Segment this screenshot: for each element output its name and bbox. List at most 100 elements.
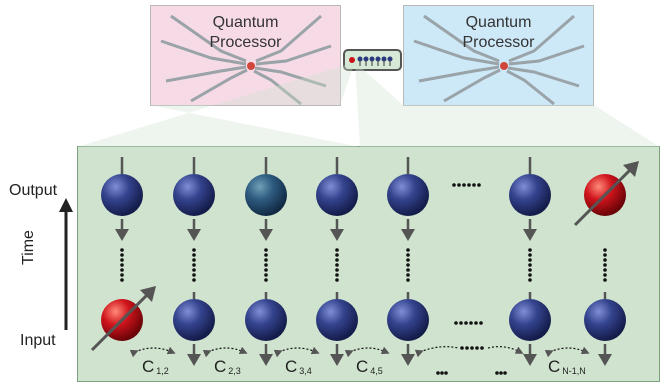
- coupling-letter: C: [356, 357, 369, 376]
- down-arrow-icon: [330, 229, 344, 241]
- ellipsis-dots: [192, 273, 196, 277]
- ellipsis-dots: [406, 258, 410, 262]
- coupling-arrow: [544, 346, 590, 358]
- ellipsis-dots: [335, 273, 339, 277]
- ellipsis-dots: [120, 273, 124, 277]
- ellipsis-dots: [406, 253, 410, 257]
- ellipsis-dots: [335, 258, 339, 262]
- ellipsis-dots: [495, 371, 499, 375]
- ellipsis-dots: [436, 371, 440, 375]
- down-arrow-icon: [187, 354, 201, 366]
- ellipsis-dots: [192, 248, 196, 252]
- coupling-label: C 3,4: [285, 357, 312, 381]
- down-arrow-icon: [330, 354, 344, 366]
- coupling-letter: C: [142, 357, 155, 376]
- coupling-index: 4,5: [370, 366, 383, 376]
- down-arrow-icon: [187, 229, 201, 241]
- coupling-label: C 4,5: [356, 357, 383, 381]
- spin-arrow-head-icon: [140, 286, 156, 302]
- ellipsis-dots: [528, 253, 532, 257]
- output-qubit: [387, 174, 429, 216]
- down-arrow-icon: [598, 354, 612, 366]
- coupling-arrow: [414, 346, 459, 358]
- coupling-letter: C: [548, 357, 561, 376]
- coupling-arrow: [344, 346, 390, 358]
- ellipsis-dots: [264, 263, 268, 267]
- ellipsis-dots: [528, 263, 532, 267]
- output-qubit: [173, 174, 215, 216]
- ellipsis-dots: [406, 248, 410, 252]
- down-arrow-icon: [523, 354, 537, 366]
- ellipsis-dots: [120, 253, 124, 257]
- time-axis-label: Time: [20, 230, 37, 265]
- ellipsis-dots: [474, 321, 478, 325]
- ellipsis-dots: [264, 278, 268, 282]
- ellipsis-dots: [603, 248, 607, 252]
- ellipsis-dots: [335, 278, 339, 282]
- coupling-index: 1,2: [156, 366, 169, 376]
- processor-title: Quantum Processor: [209, 14, 282, 51]
- coupling-label: C 1,2: [142, 357, 169, 381]
- down-arrow-icon: [523, 229, 537, 241]
- down-arrow-icon: [401, 354, 415, 366]
- processor-title: Quantum Processor: [462, 14, 535, 51]
- ellipsis-dots: [528, 273, 532, 277]
- chip-wiring-icon: [413, 14, 585, 105]
- coupling-letter: C: [285, 357, 298, 376]
- ellipsis-dots: [192, 268, 196, 272]
- ellipsis-dots: [528, 248, 532, 252]
- ellipsis-dots: [454, 321, 458, 325]
- ellipsis-dots: [499, 371, 503, 375]
- input-qubit: [173, 299, 215, 341]
- ellipsis-dots: [335, 268, 339, 272]
- input-label: Input: [20, 332, 56, 349]
- ellipsis-dots: [192, 253, 196, 257]
- ellipsis-dots: [406, 278, 410, 282]
- output-qubit: [509, 174, 551, 216]
- quantum-processor-right: Quantum Processor: [403, 5, 594, 106]
- coupling-label: C 2,3: [214, 357, 241, 381]
- ellipsis-dots: [335, 263, 339, 267]
- down-arrow-icon: [259, 354, 273, 366]
- ellipsis-dots: [406, 268, 410, 272]
- coupling-arrow: [487, 346, 524, 354]
- quantum-processor-left: Quantum Processor: [150, 5, 341, 106]
- ellipsis-dots: [192, 258, 196, 262]
- ellipsis-dots: [479, 321, 483, 325]
- ellipsis-dots: [264, 258, 268, 262]
- ellipsis-dots: [460, 346, 464, 350]
- coupling-index: 2,3: [228, 366, 241, 376]
- ellipsis-dots: [464, 321, 468, 325]
- ellipsis-dots: [469, 321, 473, 325]
- ellipsis-dots: [264, 253, 268, 257]
- ellipsis-dots: [603, 268, 607, 272]
- zoom-projection-right: [355, 62, 660, 147]
- ellipsis-dots: [528, 268, 532, 272]
- ellipsis-dots: [462, 183, 466, 187]
- zoom-projection-left: [77, 62, 360, 147]
- ellipsis-dots: [603, 273, 607, 277]
- coupling-index: 3,4: [299, 366, 312, 376]
- ellipsis-dots: [120, 278, 124, 282]
- ellipsis-dots: [467, 183, 471, 187]
- ellipsis-dots: [406, 263, 410, 267]
- coupling-arrow: [273, 346, 320, 358]
- spin-arrow: [90, 288, 154, 352]
- ellipsis-dots: [120, 258, 124, 262]
- time-axis-arrow: [59, 198, 73, 330]
- input-qubit: [316, 299, 358, 341]
- ellipsis-dots: [472, 183, 476, 187]
- ellipsis-dots: [120, 248, 124, 252]
- ellipsis-dots: [264, 248, 268, 252]
- ellipsis-dots: [440, 371, 444, 375]
- ellipsis-dots: [528, 278, 532, 282]
- input-qubit: [387, 299, 429, 341]
- ellipsis-dots: [120, 268, 124, 272]
- down-arrow-icon: [401, 229, 415, 241]
- ellipsis-dots: [120, 263, 124, 267]
- input-qubit: [245, 299, 287, 341]
- ellipsis-dots: [192, 263, 196, 267]
- ellipsis-dots: [503, 371, 507, 375]
- ellipsis-dots: [406, 273, 410, 277]
